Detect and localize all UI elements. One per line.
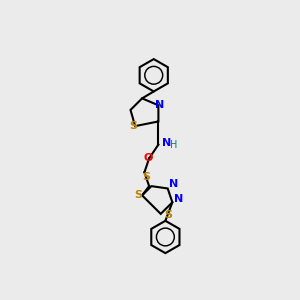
Text: H: H (170, 140, 177, 150)
Text: N: N (162, 138, 171, 148)
Text: N: N (155, 100, 164, 110)
Text: O: O (143, 153, 153, 163)
Text: S: S (164, 211, 172, 220)
Text: S: S (135, 190, 142, 200)
Text: N: N (169, 179, 178, 189)
Text: S: S (142, 172, 150, 182)
Text: N: N (173, 194, 183, 204)
Text: S: S (129, 121, 137, 131)
